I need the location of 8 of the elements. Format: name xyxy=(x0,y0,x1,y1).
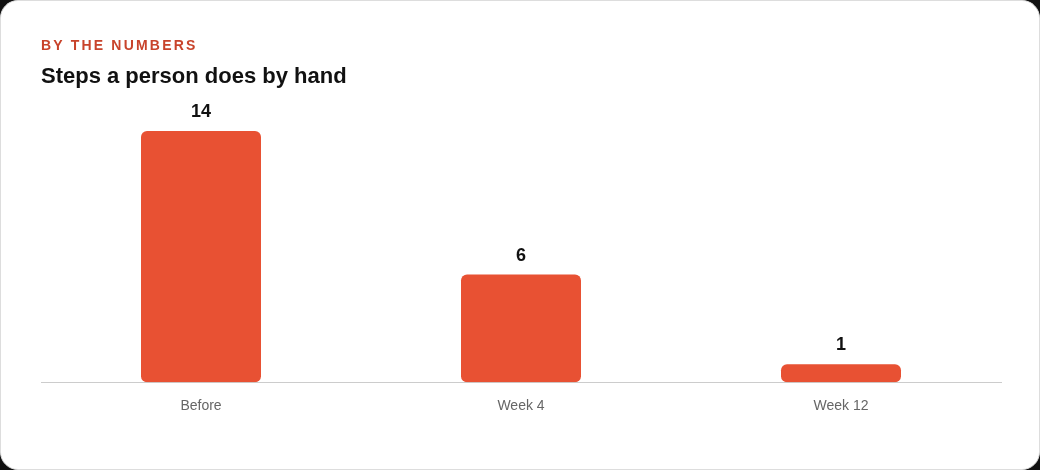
data-label: 14 xyxy=(190,100,212,121)
data-label: 1 xyxy=(835,334,847,355)
chart-subtitle: BY THE NUMBERS xyxy=(41,37,198,53)
data-label: 6 xyxy=(515,244,527,265)
x-tick-label: Week 12 xyxy=(813,397,869,414)
x-tick-label: Week 4 xyxy=(497,397,545,414)
chart-title: Steps a person does by hand xyxy=(41,63,347,89)
x-tick-label: Before xyxy=(180,397,222,414)
